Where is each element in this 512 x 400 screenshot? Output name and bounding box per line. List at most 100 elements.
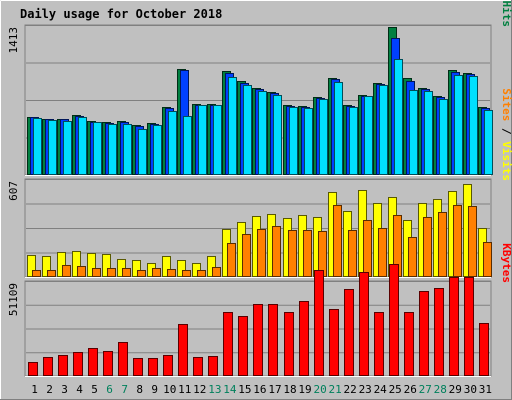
bar-pages-day-2 [48,120,57,175]
bar-pages-day-3 [63,121,72,175]
day-label-17: 17 [268,383,281,396]
bar-sites-day-31 [483,242,492,277]
bar-sites-day-30 [468,206,477,277]
max-value-label: 1413 [7,27,20,54]
legend-separator: / [500,121,512,141]
day-label-12: 12 [193,383,206,396]
day-label-11: 11 [178,383,191,396]
bar-kbytes-day-7 [118,342,128,376]
bar-pages-day-4 [78,117,87,175]
bar-sites-day-14 [227,243,236,277]
max-value-label: 607 [7,181,20,201]
bar-sites-day-15 [242,234,251,277]
bar-pages-day-1 [33,118,42,175]
bar-sites-day-29 [453,205,462,277]
bar-sites-day-9 [152,268,161,277]
bar-kbytes-day-21 [329,309,339,376]
day-label-25: 25 [389,383,402,396]
day-label-23: 23 [359,383,372,396]
bar-sites-day-19 [303,230,312,277]
bar-visits-day-1 [27,255,36,277]
bar-kbytes-day-12 [193,357,203,376]
series-legend: Sites / Visits [500,88,512,181]
bar-sites-day-7 [122,268,131,277]
legend-visits: Visits [500,141,512,181]
bar-visits-day-13 [207,256,216,277]
day-label-29: 29 [449,383,462,396]
bar-kbytes-day-27 [419,291,429,376]
bar-sites-day-6 [107,268,116,277]
bar-pages-day-29 [454,75,463,175]
legend-kbytes: KBytes [500,243,512,283]
bar-sites-day-17 [272,226,281,277]
day-label-28: 28 [434,383,447,396]
bar-pages-day-9 [153,125,162,175]
bar-pages-day-19 [304,108,313,175]
bar-pages-day-31 [484,110,493,175]
panel-hits-files-pages: 1413 Pages / Files / Hits [7,0,512,176]
bar-sites-day-28 [438,212,447,277]
day-label-31: 31 [479,383,492,396]
bar-kbytes-day-11 [178,324,188,376]
day-label-26: 26 [404,383,417,396]
day-label-7: 7 [121,383,128,396]
bar-sites-day-5 [92,268,101,277]
day-label-9: 9 [151,383,158,396]
day-label-13: 13 [208,383,221,396]
legend-separator: / [500,0,512,1]
bar-sites-day-24 [378,228,387,277]
bar-sites-day-10 [167,269,176,277]
bar-sites-day-8 [137,270,146,277]
series-visits [27,184,487,277]
bar-pages-day-6 [108,124,117,175]
bar-pages-day-10 [168,111,177,175]
bar-kbytes-day-4 [73,352,83,376]
bar-pages-day-21 [334,82,343,175]
bar-pages-day-23 [364,96,373,175]
bar-sites-day-11 [182,270,191,277]
bar-pages-day-8 [138,129,147,175]
day-label-27: 27 [419,383,432,396]
bar-pages-day-13 [213,105,222,175]
bar-sites-day-22 [348,230,357,277]
bar-pages-day-16 [258,91,267,175]
bar-sites-day-26 [408,237,417,277]
day-label-15: 15 [238,383,251,396]
day-labels: 1 2 3 4 5 6 7 8 9 10 11 12 13 14 15 16 17 18 19 20 21 22 23 24 2… [31,383,492,396]
panel-visits-sites: 607 Sites / Visits [7,88,512,278]
bar-visits-day-6 [102,254,111,277]
bar-sites-day-1 [32,270,41,277]
legend-sites: Sites [500,88,512,121]
bar-kbytes-day-23 [359,272,369,376]
bar-visits-day-2 [42,256,51,277]
bar-pages-day-17 [273,95,282,175]
day-label-24: 24 [374,383,388,396]
bar-kbytes-day-15 [238,316,248,376]
bar-pages-day-30 [469,76,478,175]
bar-kbytes-day-19 [299,301,309,376]
bar-kbytes-day-16 [253,304,263,376]
day-label-2: 2 [46,383,53,396]
day-label-18: 18 [283,383,296,396]
bar-sites-day-12 [197,270,206,277]
bar-visits-day-4 [72,251,81,277]
bar-kbytes-day-1 [28,362,38,376]
bar-sites-day-21 [333,205,342,277]
bar-kbytes-day-14 [223,312,233,376]
day-label-22: 22 [343,383,356,396]
max-value-label: 51109 [7,283,20,316]
bar-kbytes-day-3 [58,355,68,376]
bar-pages-day-24 [379,85,388,175]
day-label-21: 21 [328,383,341,396]
bar-pages-day-20 [319,99,328,175]
bar-kbytes-day-9 [148,358,158,376]
bar-pages-day-27 [424,91,433,175]
bar-kbytes-day-17 [268,304,278,376]
day-label-1: 1 [31,383,38,396]
bar-sites-day-16 [257,229,266,277]
bar-sites-day-3 [62,265,71,277]
bar-kbytes-day-29 [449,277,459,376]
day-label-4: 4 [76,383,83,396]
bar-kbytes-day-5 [88,348,98,376]
bar-kbytes-day-8 [133,358,143,376]
